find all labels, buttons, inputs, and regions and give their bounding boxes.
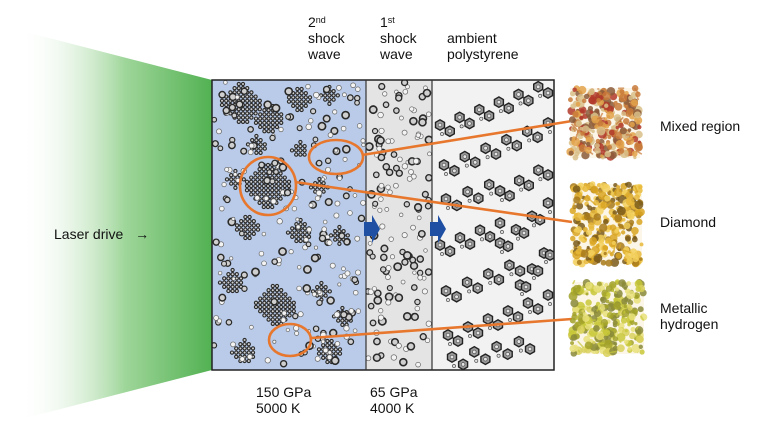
ambient-polystyrene-label: ambient polystyrene <box>447 30 519 62</box>
callout-diamond-ellipse <box>238 155 298 217</box>
second-shock-wave-label: 2nd shock wave <box>308 14 345 62</box>
second-shock-particles <box>212 80 366 368</box>
laser-drive-label: Laser drive → <box>54 226 150 242</box>
second-shock-direction-arrow-icon <box>364 215 380 243</box>
first-shock-direction-arrow-icon <box>430 215 446 243</box>
metallic-hydrogen-label: Metallic hydrogen <box>660 300 719 332</box>
second-shock-conditions: 150 GPa 5000 K <box>256 384 312 416</box>
mixed-region-label: Mixed region <box>660 118 741 134</box>
mixed-region-simulation-image <box>566 85 643 161</box>
callout-hydrogen-line <box>310 317 573 340</box>
diamond-label: Diamond <box>660 214 717 230</box>
sample-frame <box>211 79 555 371</box>
callout-diamond-line <box>294 180 573 224</box>
callouts <box>238 119 573 358</box>
callout-hydrogen-ellipse <box>267 322 313 358</box>
callout-mixed-ellipse <box>307 138 365 176</box>
metallic-hydrogen-simulation-image <box>567 278 648 358</box>
callout-mixed-line <box>361 119 573 157</box>
laser-beam <box>18 30 212 420</box>
polystyrene-molecules <box>434 80 554 370</box>
arrow-right-icon: → <box>135 226 150 242</box>
diamond-simulation-image <box>569 181 645 268</box>
first-shock-wave-label: 1st shock wave <box>380 14 417 62</box>
first-shock-conditions: 65 GPa 4000 K <box>370 384 418 416</box>
